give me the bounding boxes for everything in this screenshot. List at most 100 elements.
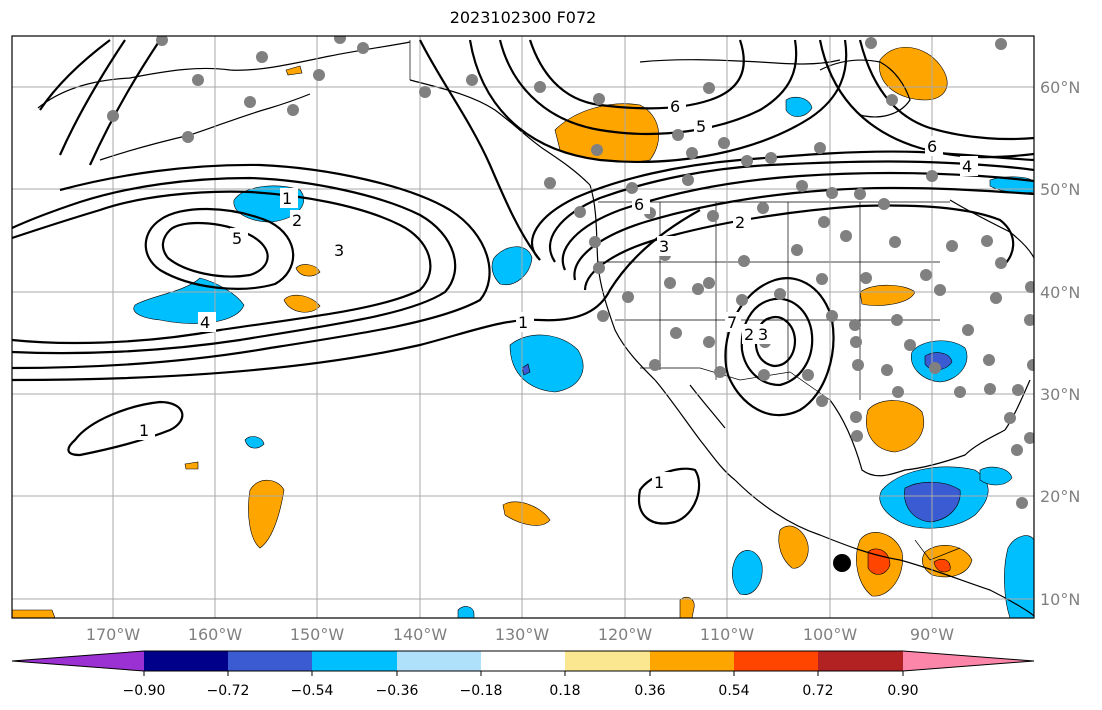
contour-east-5 (858, 39, 1034, 141)
anomaly-negative-east-pacific (731, 550, 763, 596)
lon-label: 160°W (188, 625, 243, 644)
coast-florida-east (1004, 379, 1031, 431)
colorbar-label: 0.90 (887, 683, 918, 699)
contour-label: 6 (634, 195, 644, 214)
border-guatemala (914, 539, 961, 561)
map-title: 2023102300 F072 (449, 8, 597, 27)
gridlines (12, 36, 1034, 618)
lon-label: 170°W (86, 625, 141, 644)
coast-arctic (639, 59, 841, 65)
contour-label: 4 (200, 313, 210, 332)
contour-label: 2 (292, 211, 302, 230)
colorbar-low-extend (12, 651, 144, 671)
anomaly-positive-small-4 (184, 461, 199, 470)
anomaly-positive-sw-corner (12, 609, 56, 618)
colorbar-label: −0.54 (291, 683, 334, 699)
colorbar-bin (650, 651, 734, 671)
lat-label: 10°N (1040, 590, 1080, 609)
lat-label: 40°N (1040, 283, 1080, 302)
contour-label-group: 6 5 6 4 1 2 5 3 4 6 3 2 1 7 (137, 96, 978, 492)
map-frame (11, 35, 1035, 619)
anomaly-positive-gulf (866, 400, 924, 453)
coast-mexico-pacific (734, 479, 1034, 617)
colorbar-high-extend (903, 651, 1034, 671)
contour-label: 4 (962, 157, 972, 176)
colorbar-bin (312, 651, 397, 671)
lon-label: 130°W (495, 625, 550, 644)
contour-pacific-low (12, 190, 432, 345)
anomaly-shading (12, 46, 1034, 618)
border-us-mexico (640, 367, 831, 401)
contour-east-6 (818, 39, 1034, 159)
colorbar-label: −0.18 (460, 683, 503, 699)
anomaly-negative-caribbean (979, 466, 1013, 486)
coast-gulf-mexico (829, 399, 1006, 477)
anomaly-strong-positive-mexico (867, 548, 891, 575)
contour-label: 1 (139, 421, 149, 440)
anomaly-positive-south (679, 596, 695, 618)
coast-baja (654, 379, 736, 481)
contour-center-1 (419, 39, 541, 261)
anomaly-negative-south-small (457, 606, 475, 618)
contour-gulf-low-3 (88, 39, 161, 166)
storm-center-marker (833, 554, 851, 572)
contour-jet-3 (561, 171, 1034, 271)
contour-pacific-inner-2 (144, 207, 295, 290)
lon-label: 110°W (700, 625, 755, 644)
anomaly-negative-yukon (785, 96, 813, 117)
contour-label: 3 (758, 325, 768, 344)
colorbar-bin (818, 651, 903, 671)
contour-jet-5 (583, 204, 1015, 291)
contour-1-line (12, 209, 701, 382)
colorbar-label: −0.36 (376, 683, 419, 699)
contour-label: 2 (744, 325, 754, 344)
contour-label: 3 (334, 241, 344, 260)
lat-label: 50°N (1040, 180, 1080, 199)
lon-label: 150°W (290, 625, 345, 644)
anomaly-positive-hawaii (248, 479, 285, 549)
contour-label: 1 (282, 189, 292, 208)
contour-label: 1 (518, 313, 528, 332)
colorbar-label: 0.72 (802, 683, 833, 699)
contour-pacific-inner (161, 222, 269, 278)
anomaly-strong-positive-guatemala (933, 558, 951, 573)
colorbar-bin (565, 651, 650, 671)
coast-gulf-california (689, 384, 726, 429)
lon-label: 90°W (910, 625, 954, 644)
lat-label: 30°N (1040, 385, 1080, 404)
contour-gulf-low-1 (39, 39, 111, 111)
station-markers (107, 36, 1034, 509)
lon-label: 140°W (393, 625, 448, 644)
contour-pacific-low-2 (12, 176, 457, 355)
contour-upper-3 (468, 39, 848, 163)
colorbar-bin (397, 651, 481, 671)
contour-label: 6 (670, 97, 680, 116)
coast-alaska-north (37, 41, 411, 109)
latitude-labels: 60°N 50°N 40°N 30°N 20°N 10°N (1040, 78, 1080, 609)
anomaly-positive-pacific (502, 501, 551, 526)
contour-cutoff-1 (724, 277, 835, 417)
contour-label: 2 (735, 213, 745, 232)
anomaly-positive-small-1 (285, 65, 303, 76)
lon-label: 100°W (803, 625, 858, 644)
colorbar-label: −0.90 (123, 683, 166, 699)
anomaly-negative-central-pacific (133, 277, 245, 324)
contour-label: 6 (927, 137, 937, 156)
contour-gulf-low-2 (58, 39, 126, 156)
contour-lines (12, 39, 1034, 525)
anomaly-positive-small-2 (295, 264, 321, 277)
colorbar-bin (481, 651, 565, 671)
contour-pacific-low-3 (12, 163, 491, 370)
lat-label: 20°N (1040, 487, 1080, 506)
contour-label: 5 (696, 117, 706, 136)
anomaly-negative-hawaii-small (244, 436, 265, 449)
anomaly-negative-subtropical (509, 334, 584, 393)
colorbar-label: −0.72 (207, 683, 250, 699)
anomaly-positive-small-3 (283, 294, 321, 313)
colorbar: −0.90 −0.72 −0.54 −0.36 −0.18 0.18 0.36 … (11, 650, 1035, 699)
contour-upper-2 (498, 39, 798, 135)
colorbar-label: 0.18 (549, 683, 580, 699)
lat-label: 60°N (1040, 78, 1080, 97)
lon-label: 120°W (598, 625, 653, 644)
contour-upper-1 (528, 39, 745, 110)
